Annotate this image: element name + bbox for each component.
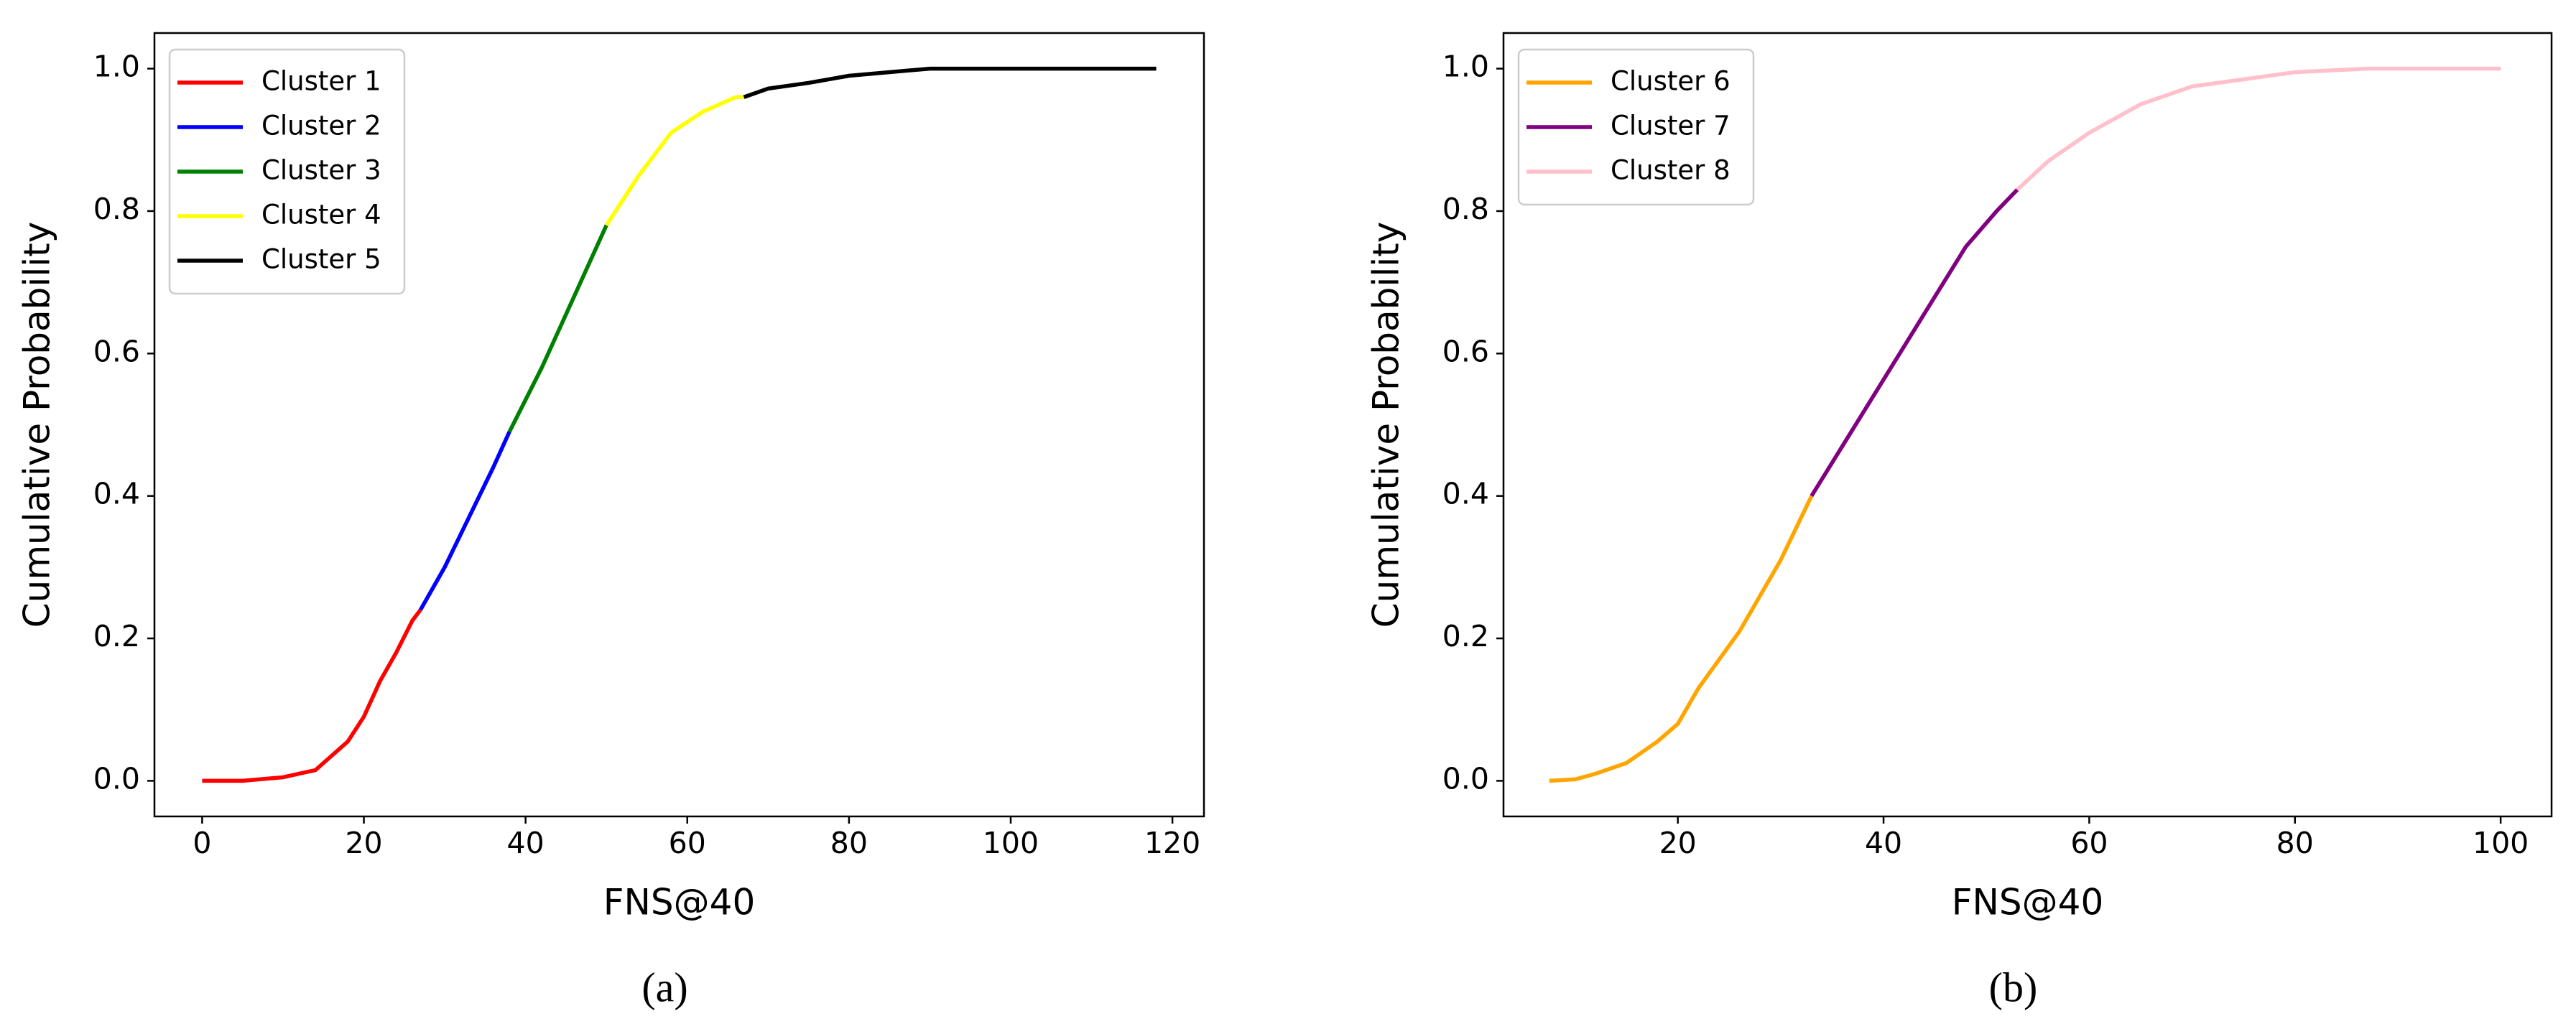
x-tick-label: 100 [2473,826,2529,860]
y-tick-label: 0.0 [1442,761,1489,796]
y-axis-label: Cumulative Probability [1366,222,1407,628]
x-tick-label: 20 [1659,826,1697,860]
legend-label: Cluster 1 [261,66,381,97]
caption: (a) [641,964,687,1010]
legend-box [168,48,406,295]
y-tick-label: 0.0 [93,761,140,796]
y-tick-label: 0.6 [93,334,140,368]
cdf-line [418,431,511,611]
x-tick-label: 80 [830,826,868,860]
plot-frame [153,32,1205,818]
x-tick-label: 40 [507,826,545,860]
x-tick-label: 0 [193,826,211,860]
legend-label: Cluster 7 [1611,111,1731,141]
x-tick-label: 40 [1865,826,1902,860]
x-axis-label: FNS@40 [1952,882,2104,923]
x-tick-label: 60 [669,826,706,860]
y-tick-label: 0.4 [1442,477,1489,511]
cdf-line [1549,495,1814,783]
cdf-line [2016,66,2501,192]
x-tick-label: 120 [1144,826,1200,860]
cdf-line [507,224,608,433]
y-tick-label: 0.6 [1442,334,1489,368]
y-tick-label: 0.2 [1442,619,1489,653]
cdf-line [743,66,1157,99]
y-tick-label: 0.2 [93,619,140,653]
legend-label: Cluster 3 [261,155,381,186]
x-axis-label: FNS@40 [603,882,756,923]
x-tick-label: 80 [2276,826,2314,860]
plot-frame [1502,32,2553,818]
legend-label: Cluster 2 [261,111,381,141]
y-tick-label: 0.8 [93,192,140,226]
y-axis-label: Cumulative Probability [17,222,58,628]
legend-label: Cluster 4 [261,200,381,230]
x-tick-label: 60 [2070,826,2108,860]
y-tick-label: 0.8 [1442,192,1489,226]
legend-label: Cluster 6 [1611,66,1731,97]
caption: (b) [1989,964,2038,1010]
legend-label: Cluster 5 [261,244,381,275]
cdf-line [604,95,744,227]
x-tick-label: 100 [983,826,1039,860]
y-tick-label: 1.0 [93,50,140,84]
cdf-line [1810,188,2019,498]
y-tick-label: 1.0 [1442,50,1489,84]
legend-box [1517,48,1755,206]
cdf-line [202,608,422,783]
x-tick-label: 20 [345,826,382,860]
y-tick-label: 0.4 [93,477,140,511]
legend-label: Cluster 8 [1611,155,1731,186]
